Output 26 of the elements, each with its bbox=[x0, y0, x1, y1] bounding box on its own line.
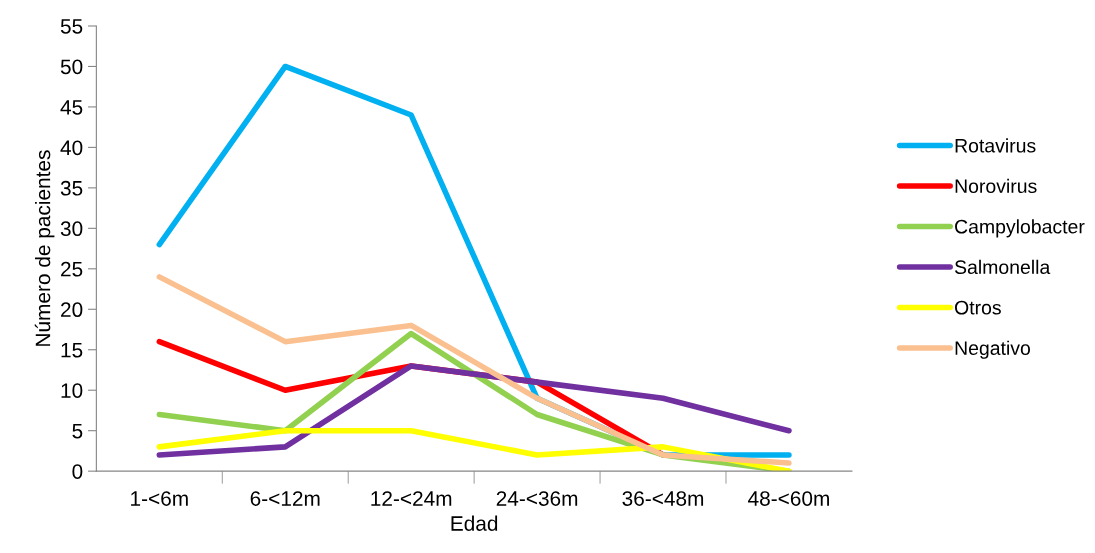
legend-label: Salmonella bbox=[954, 259, 1051, 275]
y-tick-label: 20 bbox=[61, 302, 83, 318]
x-tick-label: 6-<12m bbox=[250, 491, 320, 506]
y-tick-label: 5 bbox=[72, 423, 83, 439]
x-tick-label: 1-<6m bbox=[131, 491, 188, 506]
y-tick-label: 0 bbox=[72, 464, 83, 479]
y-axis-title: Número de pacientes bbox=[34, 150, 55, 346]
x-axis-title: Edad bbox=[451, 515, 498, 531]
y-tick-label: 40 bbox=[60, 140, 83, 156]
x-tick-label: 48-<60m bbox=[748, 491, 829, 506]
legend-label: Campylobacter bbox=[955, 219, 1085, 238]
legend-label: Otros bbox=[955, 300, 1001, 315]
y-tick-label: 30 bbox=[60, 221, 83, 237]
x-tick-label: 12-<24m bbox=[371, 491, 452, 506]
y-tick-label: 35 bbox=[60, 180, 83, 196]
y-tick-label: 55 bbox=[60, 19, 83, 34]
legend-label: Negativo bbox=[955, 340, 1030, 359]
x-tick-label: 24-<36m bbox=[496, 491, 578, 506]
legend-label: Norovirus bbox=[955, 178, 1037, 194]
y-tick-label: 10 bbox=[61, 383, 83, 398]
y-tick-label: 25 bbox=[61, 261, 83, 277]
legend-label: Rotavirus bbox=[955, 138, 1036, 153]
y-tick-label: 45 bbox=[60, 100, 83, 115]
x-tick-label: 36-<48m bbox=[622, 491, 704, 506]
y-tick-label: 15 bbox=[61, 342, 83, 358]
y-tick-label: 50 bbox=[60, 59, 83, 75]
